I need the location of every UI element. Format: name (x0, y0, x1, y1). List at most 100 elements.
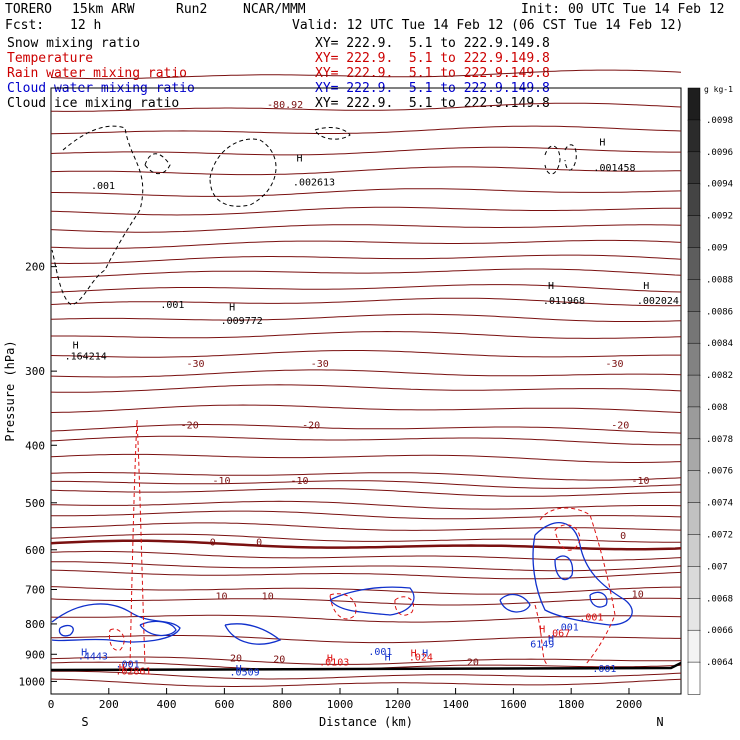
isotherm-line (50, 224, 682, 233)
isotherm-line (50, 533, 681, 543)
isotherm-line (50, 166, 682, 176)
field-cloudice-name: Cloud ice mixing ratio (7, 96, 180, 111)
colorbar-swatch (687, 470, 701, 504)
isotherm-line (50, 453, 682, 463)
x-tick-label: 200 (99, 698, 119, 711)
colorbar-swatch (687, 183, 701, 217)
colorbar-label: .008 (706, 403, 728, 413)
isotherm-line (50, 268, 682, 279)
y-tick-label: 400 (25, 439, 45, 452)
contour-label: 20 (273, 655, 285, 666)
rain-contour (129, 419, 146, 666)
y-tick-label: 500 (25, 497, 45, 510)
south-label: S (81, 715, 88, 729)
contour-label: H (599, 138, 605, 149)
colorbar-swatch (687, 534, 701, 568)
contour-label: 0 (210, 537, 216, 548)
snow-contour (51, 125, 144, 306)
isotherm-line (50, 424, 682, 434)
contour-label: .4443 (78, 651, 108, 662)
contour-label: H (327, 653, 333, 664)
contour-label: H (548, 281, 554, 292)
isotherm-line (50, 435, 682, 446)
snow-contour (544, 145, 561, 175)
isotherm-line (51, 188, 682, 197)
colorbar-swatch (687, 119, 701, 153)
isotherm-line (50, 539, 682, 551)
contour-label: .011968 (543, 296, 585, 307)
isotherm-line (51, 480, 682, 489)
contour-label: .001 (555, 622, 579, 633)
isotherm-line (50, 254, 682, 265)
contour-label: 0 (256, 537, 262, 548)
contour-label: 10 (262, 592, 274, 603)
model-name: TORERO (5, 2, 52, 17)
contour-label: -30 (605, 359, 623, 370)
snow-contours (51, 125, 577, 306)
contour-label: -30 (311, 359, 329, 370)
colorbar-swatch (687, 215, 701, 249)
plot-frame (50, 87, 682, 695)
colorbar-label: .0072 (706, 531, 733, 541)
north-label: N (656, 715, 663, 729)
snow-contour (564, 144, 577, 171)
colorbar-label: .009 (706, 244, 728, 254)
contour-label: H (81, 648, 87, 659)
contour-label: H (643, 281, 649, 292)
rain-contour (554, 524, 581, 551)
contour-label: .0103 (319, 658, 349, 669)
isotherm-line (50, 350, 681, 358)
isotherm-line (50, 69, 682, 80)
colorbar-label: .007 (706, 562, 728, 572)
isotherm-line (50, 586, 681, 595)
field-rain-name: Rain water mixing ratio (7, 66, 188, 81)
colorbar-swatch (687, 502, 701, 536)
valid-label: Valid: 12 UTC Tue 14 Feb 12 (06 CST Tue … (292, 18, 684, 33)
snow-contour (209, 138, 277, 207)
contour-label: .009772 (221, 316, 263, 327)
contour-label: .02861 (115, 666, 151, 677)
colorbar-swatch (687, 247, 701, 281)
colorbar-swatch (687, 566, 701, 600)
contour-label: .164214 (65, 352, 107, 363)
contour-label: H (385, 653, 391, 664)
isotherm-line (50, 678, 682, 687)
field-temp-name: Temperature (7, 51, 94, 66)
cloud-water-contours (51, 522, 633, 645)
contour-label: .001458 (593, 163, 635, 174)
colorbar-label: .0098 (706, 116, 733, 126)
contour-label: .001 (91, 181, 115, 192)
isotherm-line (50, 569, 682, 580)
fcst-label: Fcst: (5, 18, 45, 33)
colorbar-unit: g kg-1 (704, 85, 733, 94)
contour-label: 20 (230, 653, 242, 664)
contour-label: H (539, 625, 545, 636)
colorbar: .0098 .0096 .0094 .0092 .009 .0088 .0086 .0084.… (687, 85, 733, 695)
x-tick-label: 800 (272, 698, 292, 711)
isotherm-line (50, 597, 682, 606)
isotherm-line (51, 330, 682, 339)
contour-label: 6149 (530, 639, 554, 650)
colorbar-label: .0092 (706, 212, 733, 222)
colorbar-label: .0096 (706, 148, 733, 158)
contour-label: .0509 (230, 668, 260, 679)
isotherm-line (50, 297, 682, 307)
y-tick-label: 1000 (19, 675, 46, 688)
isotherm-line (50, 125, 682, 135)
colorbar-label: .0064 (706, 658, 733, 668)
colorbar-label: .0084 (706, 339, 733, 349)
isotherm-line (50, 284, 682, 293)
contour-label: .001 (160, 300, 184, 311)
rain-contour (534, 604, 549, 666)
x-tick-label: 400 (157, 698, 177, 711)
colorbar-label: .0074 (706, 499, 733, 509)
colorbar-swatch (687, 87, 701, 121)
isotherm-line (50, 404, 682, 413)
contour-label: 10 (215, 592, 227, 603)
contour-label: -80.92 (267, 100, 303, 111)
rain-contour (394, 596, 414, 616)
ground-surface (50, 661, 682, 672)
cloud-water-contour (499, 593, 531, 613)
contour-label: .001 (368, 647, 392, 658)
